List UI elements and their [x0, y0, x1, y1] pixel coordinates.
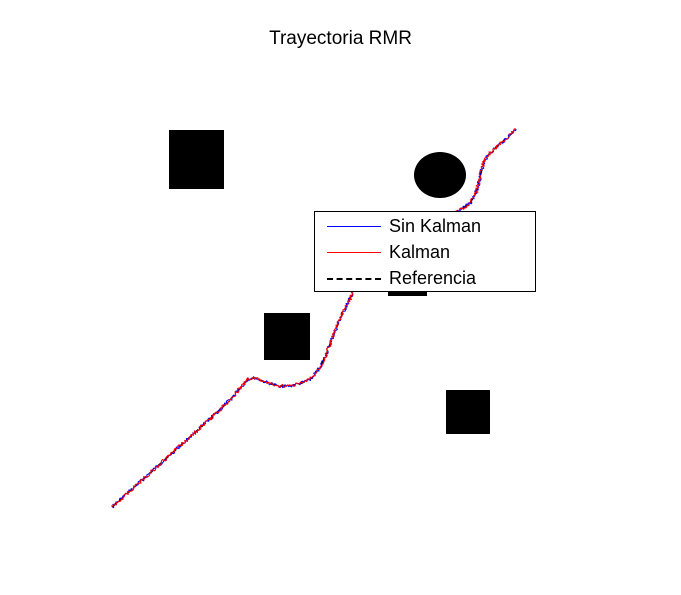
series-layer — [111, 128, 517, 509]
series-line-kalman — [111, 128, 517, 507]
chart-title: Trayectoria RMR — [269, 28, 412, 49]
legend: Sin Kalman Kalman Referencia — [314, 211, 536, 292]
legend-label-sin-kalman: Sin Kalman — [389, 216, 482, 236]
legend-swatch-sin-kalman — [327, 226, 381, 227]
obstacle-circle — [414, 152, 466, 198]
legend-item-referencia: Referencia — [315, 266, 535, 292]
obstacle-rect-2 — [264, 313, 310, 360]
legend-label-kalman: Kalman — [389, 242, 451, 262]
legend-swatch-referencia — [327, 278, 381, 280]
legend-item-sin-kalman: Sin Kalman — [315, 214, 535, 240]
legend-label-referencia: Referencia — [389, 268, 477, 288]
obstacle-rect-4 — [169, 130, 224, 189]
legend-swatch-kalman — [327, 252, 381, 253]
legend-item-kalman: Kalman — [315, 240, 535, 266]
obstacle-rect-1 — [446, 390, 490, 434]
